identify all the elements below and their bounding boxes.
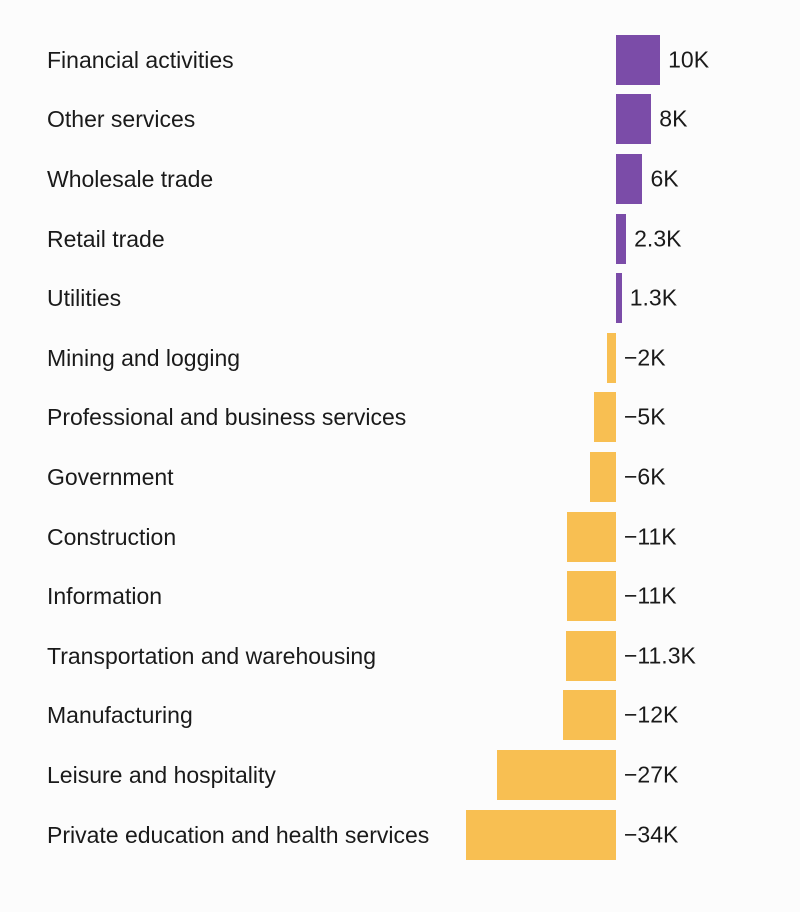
bar-row: Professional and business services −5K: [0, 388, 800, 448]
bar: [563, 690, 616, 741]
bar-row: Financial activities 10K: [0, 30, 800, 90]
value-label: −6K: [624, 463, 666, 490]
value-label: −34K: [624, 821, 679, 848]
bar-row: Leisure and hospitality −27K: [0, 745, 800, 805]
bar: [616, 273, 622, 324]
rows: Financial activities 10K Other services 8K W…: [0, 30, 800, 864]
category-label: Manufacturing: [47, 702, 193, 729]
category-label: Transportation and warehousing: [47, 642, 377, 669]
category-label: Utilities: [47, 285, 122, 312]
bar-row: Private education and health services −34…: [0, 805, 800, 865]
category-label: Leisure and hospitality: [47, 761, 276, 788]
value-label: −5K: [624, 403, 666, 430]
bar-row: Information −11K: [0, 566, 800, 626]
category-label: Financial activities: [47, 46, 234, 73]
bar: [593, 392, 616, 443]
category-label: Construction: [47, 523, 177, 550]
category-label: Private education and health services: [47, 821, 430, 848]
value-label: 10K: [668, 46, 710, 73]
category-label: Information: [47, 583, 163, 610]
bar-row: Wholesale trade 6K: [0, 149, 800, 209]
bar-row: Construction −11K: [0, 507, 800, 567]
bar: [567, 511, 616, 562]
bar-row: Manufacturing −12K: [0, 686, 800, 746]
bar: [616, 34, 661, 85]
value-label: −12K: [624, 701, 679, 728]
bar-row: Mining and logging −2K: [0, 328, 800, 388]
bar: [607, 332, 616, 383]
category-label: Retail trade: [47, 225, 165, 252]
bar-row: Government −6K: [0, 447, 800, 507]
value-label: −11.3K: [624, 642, 696, 669]
bar-row: Other services 8K: [0, 90, 800, 150]
bar: [496, 749, 616, 800]
category-label: Wholesale trade: [47, 165, 214, 192]
bar: [616, 213, 627, 264]
bar: [589, 451, 616, 502]
value-label: 2.3K: [634, 225, 682, 252]
bar-row: Retail trade 2.3K: [0, 209, 800, 269]
value-label: −11K: [624, 523, 677, 550]
value-label: −11K: [624, 582, 677, 609]
category-label: Professional and business services: [47, 404, 407, 431]
bar: [616, 94, 652, 145]
category-label: Government: [47, 463, 174, 490]
category-label: Other services: [47, 106, 196, 133]
value-label: −2K: [624, 344, 666, 371]
value-label: 1.3K: [629, 284, 678, 311]
bar-row: Utilities 1.3K: [0, 268, 800, 328]
bar: [466, 809, 616, 860]
bar: [567, 571, 616, 622]
bar: [566, 630, 616, 681]
bar: [616, 153, 643, 204]
value-label: 8K: [659, 105, 688, 132]
value-label: 6K: [650, 165, 679, 192]
bar-row: Transportation and warehousing −11.3K: [0, 626, 800, 686]
value-label: −27K: [624, 761, 679, 788]
category-label: Mining and logging: [47, 344, 241, 371]
